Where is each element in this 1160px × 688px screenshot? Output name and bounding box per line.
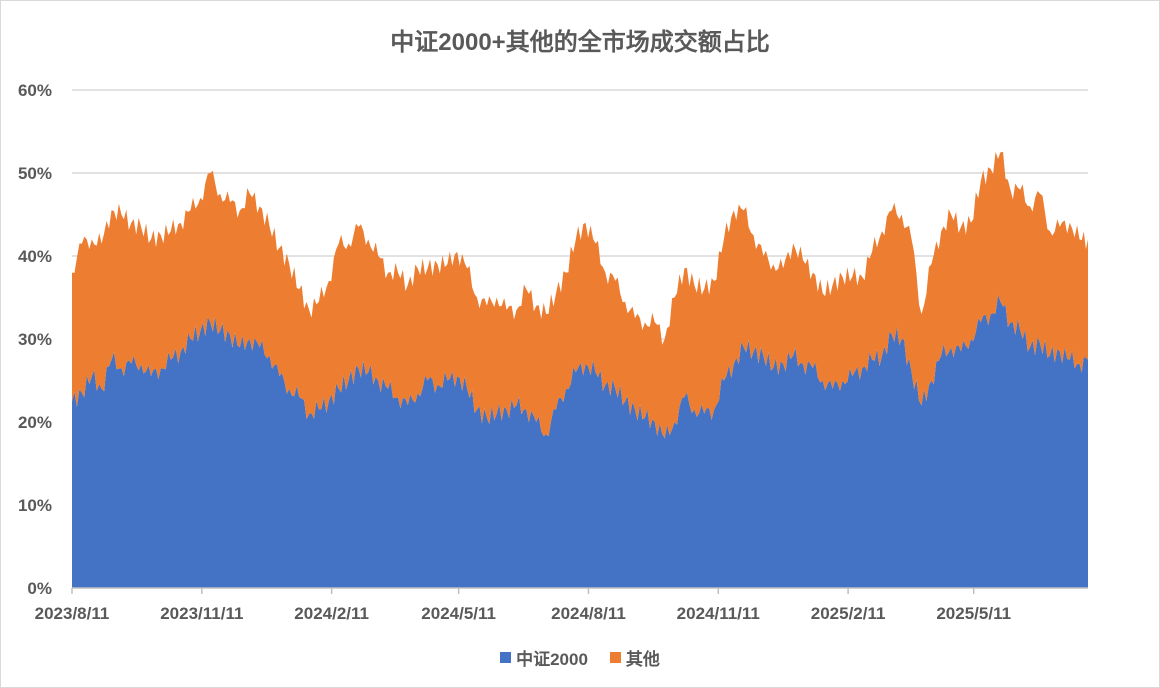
y-tick-label: 50% [18, 164, 52, 183]
legend-item-other: 其他 [609, 645, 660, 670]
legend-label-other: 其他 [625, 650, 660, 669]
x-tick-label: 2024/8/11 [551, 604, 626, 623]
legend-item-csi2000: 中证2000 [500, 645, 588, 670]
series-area-csi2000 [72, 294, 1088, 588]
y-tick-label: 20% [18, 413, 52, 432]
y-tick-label: 0% [27, 579, 52, 598]
series-areas [72, 151, 1088, 588]
series-area-other [72, 151, 1088, 439]
chart-title: 中证2000+其他的全市场成交额占比 [390, 29, 770, 56]
y-tick-label: 60% [18, 81, 52, 100]
legend-swatch-other [609, 652, 621, 663]
x-tick-label: 2023/8/11 [35, 604, 110, 623]
y-tick-label: 10% [18, 496, 52, 515]
x-tick-label: 2025/2/11 [811, 604, 886, 623]
y-axis: 0% 10% 20% 30% 40% 50% 60% [18, 81, 52, 598]
legend-swatch-csi2000 [500, 652, 512, 663]
x-tick-label: 2024/11/11 [677, 604, 760, 623]
x-tick-label: 2025/5/11 [936, 604, 1011, 623]
x-tick-label: 2024/2/11 [294, 604, 369, 623]
legend-label-csi2000: 中证2000 [516, 650, 588, 669]
legend: 中证2000 其他 [0, 645, 1160, 670]
y-tick-label: 40% [18, 247, 52, 266]
x-tick-label: 2024/5/11 [421, 604, 496, 623]
y-tick-label: 30% [18, 330, 52, 349]
x-tick-label: 2023/11/11 [160, 604, 243, 623]
x-axis: 2023/8/11 2023/11/11 2024/2/11 2024/5/11 202… [35, 587, 1088, 623]
